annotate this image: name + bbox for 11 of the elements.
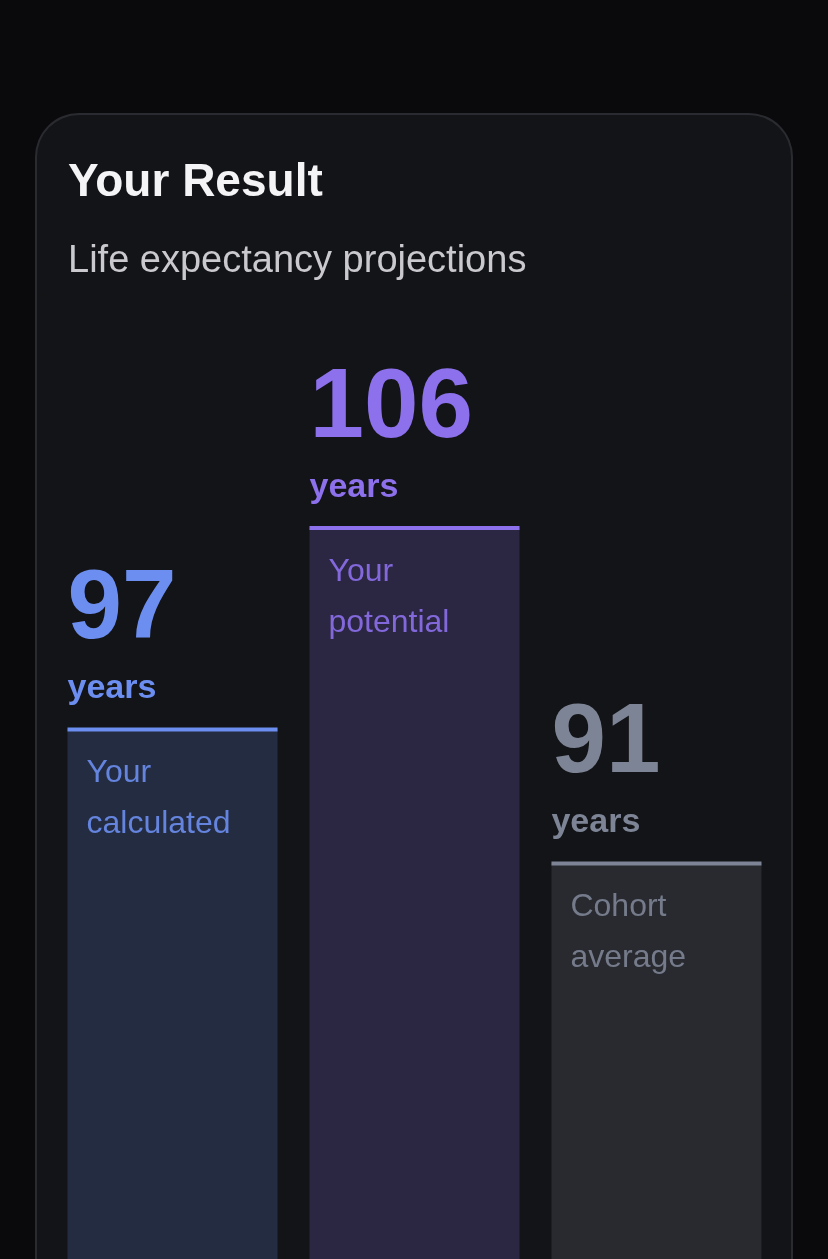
data-label: 97 [67,549,177,660]
x-tick-label: Your calculated [86,752,231,840]
chart-subtitle: Life expectancy projections [68,238,527,280]
x-tick-label: Cohort average [570,887,687,975]
x-tick-label: Your potential [328,551,450,639]
chart-title: Your Result [68,154,323,206]
data-label: 106 [309,347,473,458]
annotation: years [551,801,641,840]
annotation: years [309,465,399,504]
annotation: years [67,667,157,706]
data-label: 91 [551,683,661,794]
